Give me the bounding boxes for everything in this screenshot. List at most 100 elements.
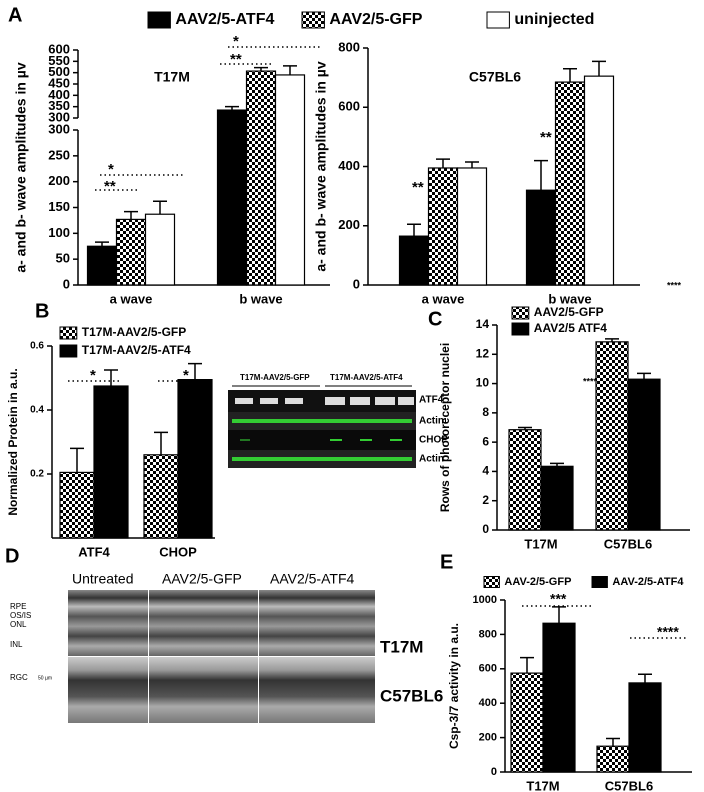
panel-label: E xyxy=(440,551,453,573)
bar xyxy=(628,682,662,773)
y-tick-label: 400 xyxy=(48,87,70,102)
significance: ** xyxy=(412,179,424,196)
layer-label: INL xyxy=(10,640,23,649)
histology-image xyxy=(259,590,375,656)
bar xyxy=(525,189,557,286)
x-tick-label: ATF4 xyxy=(78,544,110,559)
column-label: AAV2/5-GFP xyxy=(162,571,242,587)
blot-group-label: T17M-AAV2/5-GFP xyxy=(240,373,310,382)
y-tick-label: 0.6 xyxy=(30,341,44,352)
error-bar xyxy=(104,369,118,386)
y-tick-label: 800 xyxy=(479,628,497,640)
y-axis-label: a- and b- wave amplitudes in µv xyxy=(13,62,29,273)
bar xyxy=(274,74,306,286)
error-bar xyxy=(407,223,421,237)
y-tick-label: 200 xyxy=(479,732,497,744)
y-tick-label: 0 xyxy=(491,766,497,778)
legend-label: AAV2/5-GFP xyxy=(534,305,604,319)
error-bar xyxy=(534,159,548,191)
row-label: T17M xyxy=(380,637,423,656)
y-tick-label: 400 xyxy=(338,158,360,173)
layer-label: RGC xyxy=(10,673,28,682)
error-bar xyxy=(154,431,168,455)
bar xyxy=(540,465,574,531)
layer-label: ONL xyxy=(10,620,27,629)
y-tick-label: 6 xyxy=(482,434,489,448)
bar xyxy=(177,379,213,539)
y-tick-label: 12 xyxy=(476,346,490,360)
error-bar xyxy=(563,67,577,83)
y-axis-label: a- and b- wave amplitudes in µv xyxy=(313,61,329,272)
significance: **** xyxy=(667,280,682,290)
x-tick-label: CHOP xyxy=(159,544,197,559)
significance: *** xyxy=(550,591,567,607)
x-tick-label: C57BL6 xyxy=(605,778,653,792)
legend-swatch xyxy=(511,306,530,320)
y-tick-label: 400 xyxy=(479,697,497,709)
blot-row-label: Actin xyxy=(419,416,444,427)
legend-swatch xyxy=(59,344,78,358)
legend-swatch xyxy=(591,576,608,588)
error-bar xyxy=(605,338,619,342)
y-tick-label: 500 xyxy=(48,64,70,79)
bar xyxy=(583,75,615,286)
x-tick-label: T17M xyxy=(526,778,559,792)
legend-label: AAV2/5-ATF4 xyxy=(175,11,274,28)
y-tick-label: 0 xyxy=(353,276,360,291)
error-bar xyxy=(436,158,450,168)
error-bar xyxy=(606,737,620,747)
bar xyxy=(115,218,147,286)
bar xyxy=(456,167,488,286)
significance: **** xyxy=(583,376,598,386)
y-tick-label: 450 xyxy=(48,75,70,90)
row-label: C57BL6 xyxy=(380,686,443,705)
layer-label: OS/IS xyxy=(10,611,31,620)
bar xyxy=(427,167,459,286)
y-tick-label: 50 xyxy=(56,251,70,266)
blot-group-label: T17M-AAV2/5-ATF4 xyxy=(330,373,403,382)
blot-strip xyxy=(228,430,416,450)
y-tick-label: 350 xyxy=(48,98,70,113)
error-bar xyxy=(520,656,534,674)
panel-label: B xyxy=(35,300,49,322)
blot-row-label: Actin xyxy=(419,454,444,465)
error-bar xyxy=(225,105,239,111)
error-bar xyxy=(153,200,167,215)
error-bar xyxy=(254,66,268,72)
y-axis-label: Normalized Protein in a.u. xyxy=(6,368,20,515)
bar xyxy=(554,81,586,286)
y-tick-label: 200 xyxy=(48,173,70,188)
legend-swatch xyxy=(301,11,325,29)
error-bar xyxy=(70,447,84,473)
significance: * xyxy=(233,33,239,50)
bar xyxy=(398,235,430,286)
y-tick-label: 300 xyxy=(48,121,70,136)
bar xyxy=(93,385,129,539)
blot: T17M-AAV2/5-GFP T17M-AAV2/5-ATF4 ATF4 Ac… xyxy=(228,373,448,468)
error-bar xyxy=(283,65,297,75)
panel-label: C xyxy=(428,308,442,330)
y-tick-label: 14 xyxy=(476,317,490,331)
error-bar xyxy=(465,161,479,168)
error-bar xyxy=(95,241,109,247)
y-tick-label: 10 xyxy=(476,376,490,390)
layer-label: RPE xyxy=(10,602,26,611)
histology-image xyxy=(149,657,258,723)
y-tick-label: 300 xyxy=(48,109,70,124)
error-bar xyxy=(638,673,652,683)
y-tick-label: 250 xyxy=(48,147,70,162)
significance: ** xyxy=(104,178,116,195)
legend-swatch xyxy=(511,322,530,336)
legend-label: AAV-2/5-GFP xyxy=(504,576,571,588)
y-tick-label: 0.4 xyxy=(30,405,44,416)
bar xyxy=(143,454,179,539)
bar xyxy=(144,213,176,286)
y-tick-label: 4 xyxy=(482,464,489,478)
significance: ** xyxy=(230,51,242,68)
y-tick-label: 600 xyxy=(479,663,497,675)
bar xyxy=(86,245,118,286)
legend-swatch xyxy=(486,11,510,29)
legend-label: uninjected xyxy=(514,11,594,28)
y-tick-label: 0 xyxy=(482,522,489,536)
